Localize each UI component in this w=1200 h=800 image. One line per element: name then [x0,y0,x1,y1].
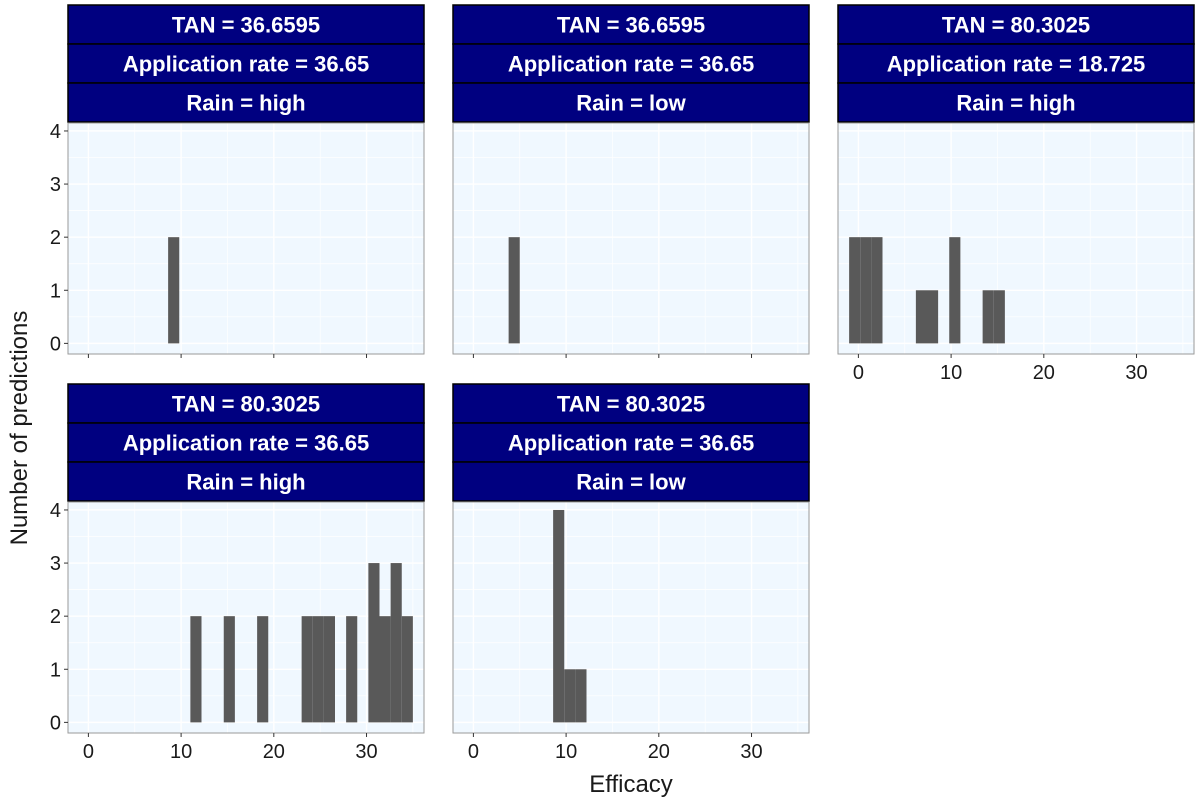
x-tick-label: 0 [83,741,94,763]
facet-panel: TAN = 36.6595 Application rate = 36.65 Rai… [452,4,810,358]
panel-border [67,122,425,355]
x-tick-label: 10 [940,362,962,384]
y-tick-label: 3 [50,553,61,575]
histogram-bar [849,237,861,344]
histogram-bar [301,616,313,723]
histogram-bar [982,290,994,344]
facet-strip [837,4,1195,45]
x-tick-label: 10 [555,741,577,763]
facet-strip [837,82,1195,123]
facet-panel: TAN = 80.3025 Application rate = 36.65 Rai… [50,383,425,763]
y-tick-label: 4 [50,121,61,143]
histogram-bar [860,237,872,344]
facet-strip-label: Application rate = 36.65 [123,52,369,77]
histogram-bar [323,616,335,723]
facet-strip [452,422,810,463]
histogram-bar [257,616,269,723]
histogram-bar [553,509,565,723]
x-tick-label: 20 [263,741,285,763]
x-tick-label: 0 [468,741,479,763]
facet-strip [67,82,425,123]
panel-background [838,123,1194,354]
histogram-bar [949,237,961,344]
histogram-bar [401,616,413,723]
x-tick-label: 30 [1125,362,1147,384]
histogram-bar [993,290,1005,344]
facet-panel: TAN = 36.6595 Application rate = 36.65 Rai… [50,4,425,358]
facet-strip-label: Application rate = 36.65 [123,431,369,456]
panel-background [453,502,809,733]
histogram-bar [368,563,380,723]
histogram-bar [312,616,324,723]
y-tick-label: 2 [50,606,61,628]
facet-strip [67,461,425,502]
facet-strip-label: Rain = high [186,91,305,116]
facet-strip [67,383,425,424]
facet-strip [67,43,425,84]
facet-panel: TAN = 80.3025 Application rate = 36.65 Rai… [452,383,810,763]
histogram-bar [223,616,235,723]
y-tick-label: 0 [50,333,61,355]
histogram-bar [346,616,358,723]
histogram-bar [190,616,202,723]
facet-panel: TAN = 80.3025 Application rate = 18.725 Ra… [837,4,1195,384]
facet-strip-label: TAN = 36.6595 [557,13,705,38]
histogram-bar [564,669,576,723]
facet-strip-label: Application rate = 36.65 [508,431,754,456]
facet-strip [452,383,810,424]
facet-strip [837,43,1195,84]
histogram-bar [379,616,391,723]
panel-border [452,122,810,355]
histogram-bar [390,563,402,723]
panel-border [452,501,810,734]
facet-strip-label: Rain = high [186,470,305,495]
x-axis-title: Efficacy [589,771,673,798]
facet-strip-label: Application rate = 18.725 [887,52,1146,77]
x-tick-label: 10 [170,741,192,763]
facet-strip-label: Application rate = 36.65 [508,52,754,77]
facet-strip [452,4,810,45]
y-tick-label: 1 [50,280,61,302]
x-tick-label: 30 [740,741,762,763]
y-tick-label: 0 [50,712,61,734]
facet-strip [67,4,425,45]
x-tick-label: 20 [648,741,670,763]
y-tick-label: 3 [50,174,61,196]
panel-border [67,501,425,734]
facet-strip [452,43,810,84]
histogram-bar [508,237,520,344]
histogram-bar [915,290,927,344]
facet-strip-label: TAN = 36.6595 [172,13,320,38]
facet-strip [452,461,810,502]
facet-strip-label: Rain = low [576,91,686,116]
panel-border [837,122,1195,355]
facet-strip-label: TAN = 80.3025 [557,392,705,417]
facet-strip-label: Rain = low [576,470,686,495]
histogram-bar [927,290,939,344]
facet-strip-label: Rain = high [956,91,1075,116]
x-tick-label: 20 [1033,362,1055,384]
histogram-bar [871,237,883,344]
histogram-bar [168,237,180,344]
x-tick-label: 30 [355,741,377,763]
facet-strip [67,422,425,463]
panel-background [68,123,424,354]
y-axis-title: Number of predictions [6,311,33,546]
panel-background [68,502,424,733]
y-tick-label: 2 [50,227,61,249]
histogram-bar [575,669,587,723]
x-tick-label: 0 [853,362,864,384]
facet-strip [452,82,810,123]
facet-strip-label: TAN = 80.3025 [172,392,320,417]
y-tick-label: 4 [50,500,61,522]
y-tick-label: 1 [50,659,61,681]
facet-strip-label: TAN = 80.3025 [942,13,1090,38]
